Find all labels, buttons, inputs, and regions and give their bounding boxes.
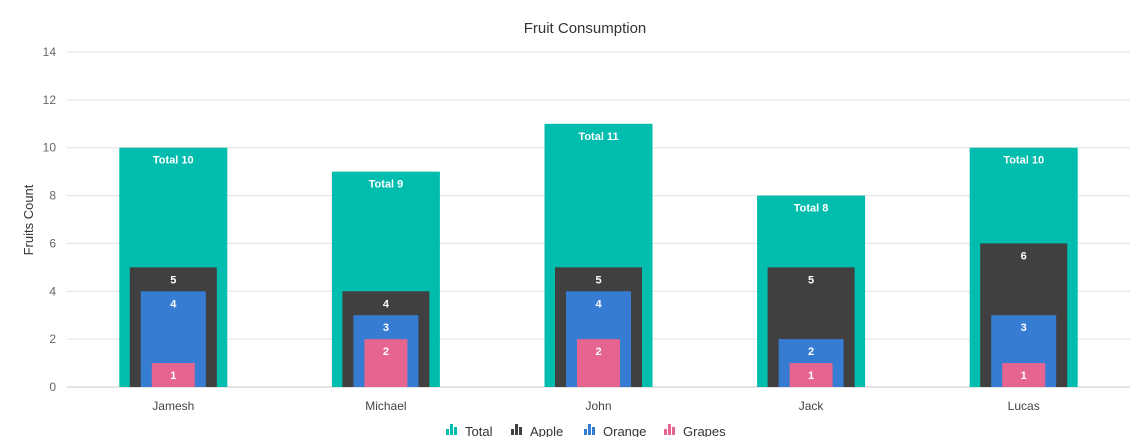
legend-label: Grapes [683, 424, 726, 437]
bar-grapes-lucas[interactable] [1002, 363, 1046, 387]
legend-item-apple[interactable]: Apple [511, 424, 563, 439]
y-axis-ticks: 0 2 4 6 8 10 12 14 [43, 45, 57, 394]
y-tick-label: 10 [43, 141, 57, 155]
data-label-total: Total 8 [794, 203, 829, 215]
bars: Total 10 5 4 1 Total 9 4 3 2 Total 11 5 4 2 Total 8 5… [119, 123, 1078, 388]
data-label-grapes: 1 [170, 370, 176, 382]
legend-item-orange[interactable]: Orange [584, 424, 646, 439]
data-label-total: Total 10 [1003, 155, 1044, 167]
y-tick-label: 8 [49, 189, 56, 203]
legend-item-grapes[interactable]: Grapes [664, 424, 726, 439]
y-tick-label: 2 [49, 332, 56, 346]
x-tick-label: Michael [365, 399, 406, 413]
bar-chart-icon [446, 424, 457, 435]
x-axis-ticks: Jamesh Michael John Jack Lucas [152, 399, 1039, 413]
y-axis-label: Fruits Count [21, 184, 36, 255]
data-label-orange: 4 [595, 298, 602, 310]
data-label-apple: 5 [170, 274, 176, 286]
data-label-total: Total 9 [369, 179, 404, 191]
data-label-total: Total 11 [578, 131, 618, 143]
data-label-orange: 2 [808, 346, 814, 358]
data-label-apple: 4 [383, 298, 390, 310]
bar-chart-icon [664, 424, 675, 435]
x-tick-label: Lucas [1008, 399, 1040, 413]
bar-chart-icon [584, 424, 595, 435]
data-label-grapes: 2 [383, 346, 389, 358]
data-label-apple: 5 [595, 274, 601, 286]
y-tick-label: 4 [49, 284, 56, 298]
data-label-grapes: 1 [808, 370, 814, 382]
legend-label: Apple [530, 424, 563, 437]
bar-grapes-michael[interactable] [364, 339, 408, 387]
bar-chart-icon [511, 424, 522, 435]
data-label-apple: 6 [1021, 250, 1027, 262]
x-tick-label: Jack [799, 399, 825, 413]
data-label-orange: 4 [170, 298, 177, 310]
bar-grapes-john[interactable] [577, 339, 620, 387]
bar-grapes-jack[interactable] [789, 363, 833, 387]
data-label-total: Total 10 [153, 155, 194, 167]
data-label-apple: 5 [808, 274, 814, 286]
data-label-orange: 3 [1021, 322, 1027, 334]
data-label-orange: 3 [383, 322, 389, 334]
x-tick-label: Jamesh [152, 399, 194, 413]
y-tick-label: 6 [49, 236, 56, 250]
legend-item-total[interactable]: Total [446, 424, 493, 439]
data-label-grapes: 2 [595, 346, 601, 358]
y-tick-label: 14 [43, 45, 57, 59]
y-tick-label: 12 [43, 93, 57, 107]
x-tick-label: John [585, 399, 611, 413]
legend-label: Total [465, 424, 493, 437]
bar-grapes-jamesh[interactable] [151, 363, 195, 387]
chart-title: Fruit Consumption [524, 20, 647, 37]
legend: Total Apple Orange Grapes [446, 424, 726, 439]
y-tick-label: 0 [49, 380, 56, 394]
data-label-grapes: 1 [1021, 370, 1027, 382]
legend-label: Orange [603, 424, 646, 437]
